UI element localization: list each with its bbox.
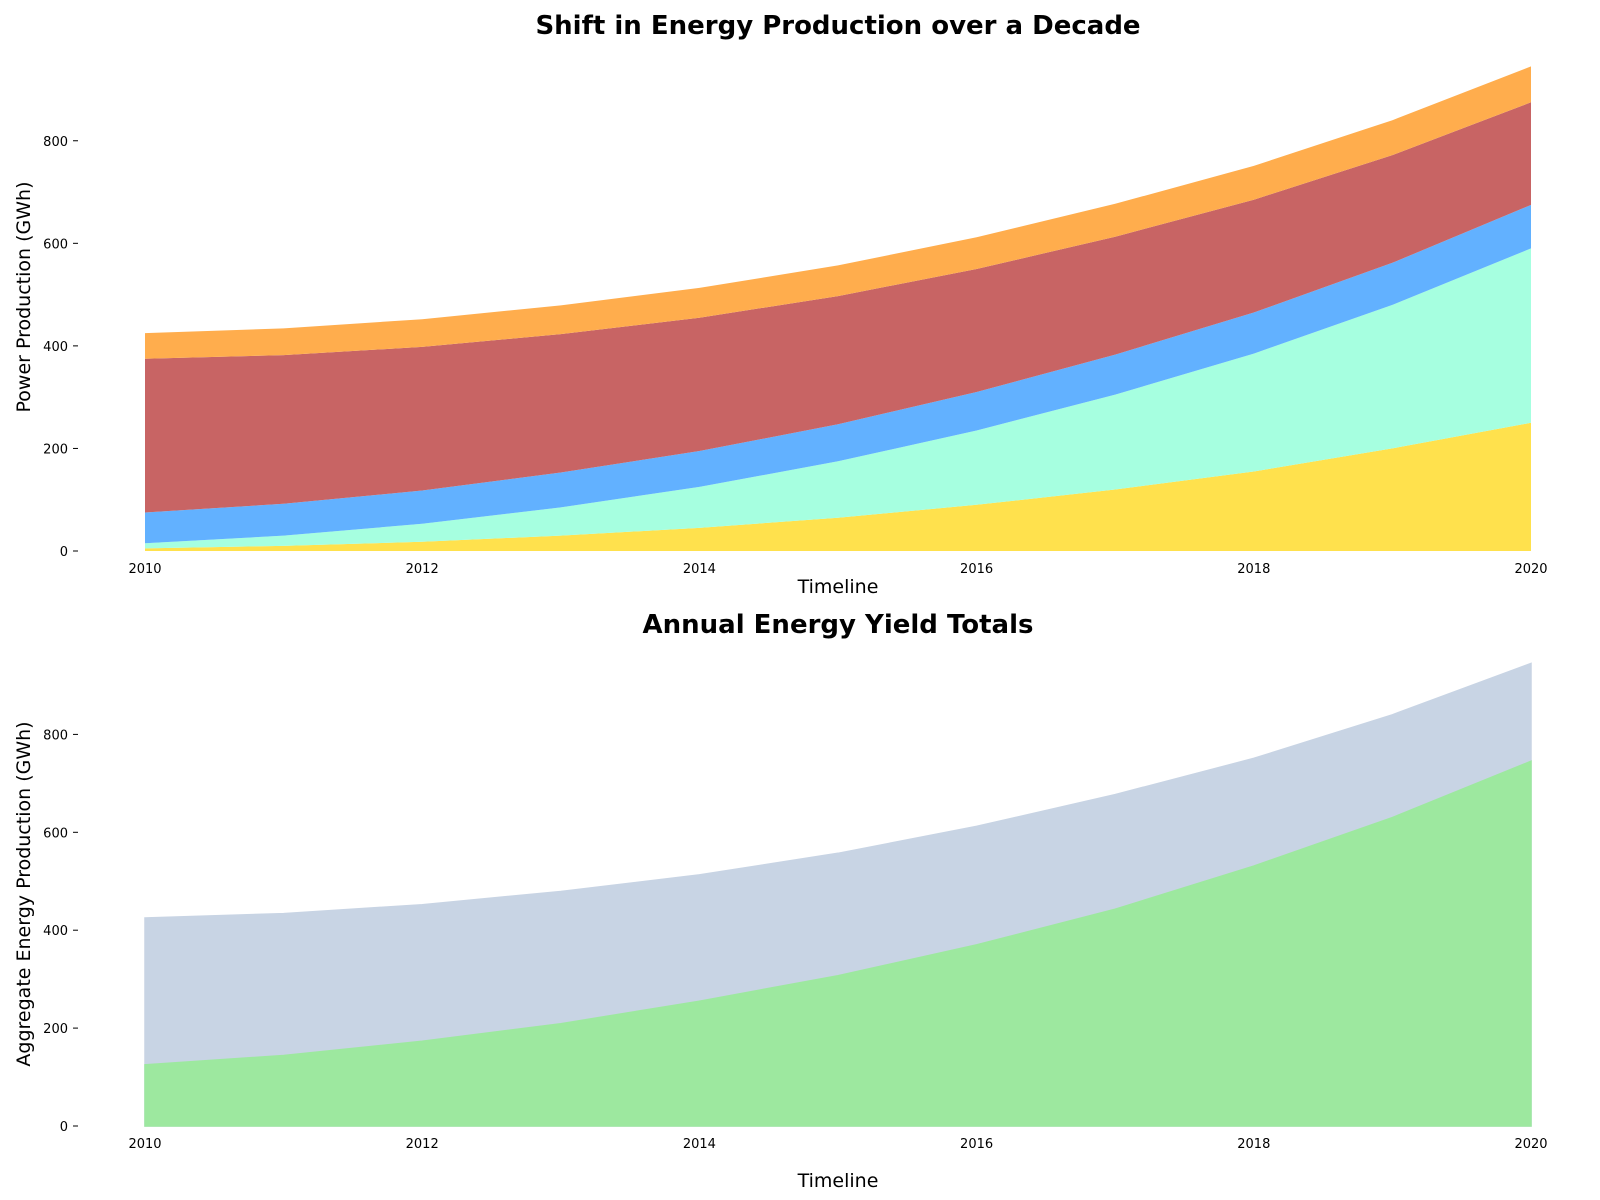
y-tick-label: 800 [43, 135, 68, 150]
chart-top-x-axis-label: Timeline [797, 576, 879, 598]
area-series-5 [145, 66, 1531, 359]
y-tick-label: 600 [43, 237, 68, 252]
chart-bottom-x-axis-label: Timeline [797, 1170, 879, 1192]
y-tick-label: 600 [43, 826, 68, 841]
chart-bottom-x-ticks: 2010 2012 2014 2016 2018 2020 [128, 1137, 1547, 1152]
chart-bottom-y-ticks: 0 200 400 600 800 [43, 728, 78, 1135]
x-tick-label: 2014 [683, 562, 716, 577]
y-tick-label: 200 [43, 1022, 68, 1037]
y-tick-label: 800 [43, 728, 68, 743]
chart-top-areas [145, 66, 1531, 551]
area-series-3 [145, 204, 1531, 544]
area-series-2 [145, 248, 1531, 549]
x-tick-label: 2020 [1514, 562, 1547, 577]
chart-bottom-areas [144, 662, 1532, 1127]
x-tick-label: 2016 [960, 562, 993, 577]
x-tick-label: 2014 [683, 1137, 716, 1152]
x-tick-label: 2016 [960, 1137, 993, 1152]
x-tick-label: 2018 [1237, 1137, 1270, 1152]
area-series-2 [144, 760, 1532, 1127]
chart-top-y-axis-label: Power Production (GWh) [13, 182, 35, 413]
chart-bottom: Annual Energy Yield Totals 0 200 400 600 800… [13, 610, 1548, 1192]
y-tick-label: 0 [60, 545, 68, 560]
y-tick-label: 400 [43, 924, 68, 939]
chart-top: Shift in Energy Production over a Decade… [13, 11, 1548, 598]
chart-bottom-y-axis-label: Aggregate Energy Production (GWh) [13, 721, 35, 1066]
chart-top-title: Shift in Energy Production over a Decade [535, 11, 1140, 41]
chart-top-y-ticks: 0 200 400 600 800 [43, 135, 78, 560]
x-tick-label: 2020 [1514, 1137, 1547, 1152]
x-tick-label: 2012 [406, 562, 439, 577]
chart-top-x-ticks: 2010 2012 2014 2016 2018 2020 [128, 562, 1547, 577]
area-series-4 [145, 102, 1531, 513]
x-tick-label: 2018 [1237, 562, 1270, 577]
x-tick-label: 2010 [128, 562, 161, 577]
chart-bottom-title: Annual Energy Yield Totals [643, 610, 1034, 640]
x-tick-label: 2012 [406, 1137, 439, 1152]
y-tick-label: 0 [60, 1120, 68, 1135]
area-series-1 [145, 422, 1531, 551]
y-tick-label: 400 [43, 340, 68, 355]
x-tick-label: 2010 [128, 1137, 161, 1152]
y-tick-label: 200 [43, 442, 68, 457]
